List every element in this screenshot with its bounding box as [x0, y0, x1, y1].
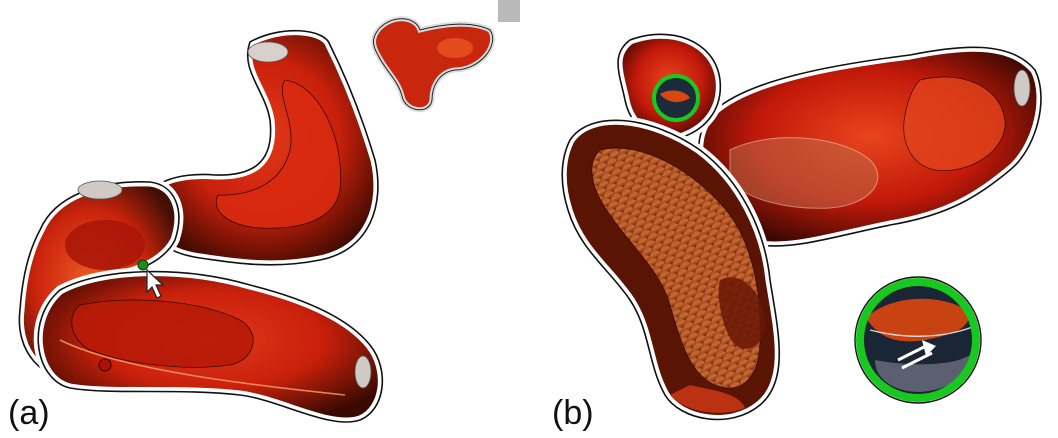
panel-b: (b): [530, 0, 1058, 438]
tube-lower-arm: [33, 267, 387, 427]
tube-upper-arm: [143, 26, 383, 270]
arrow-icon: [897, 340, 936, 370]
inset-thumbnail: [371, 16, 495, 113]
panel-b-render: [557, 29, 1046, 424]
highlight-circle-small: [652, 74, 700, 122]
mouse-cursor-icon: [146, 268, 165, 299]
panel-a: (a): [8, 0, 520, 432]
tube-front: [557, 115, 784, 424]
panel-a-render: [18, 16, 495, 427]
panel-a-label: (a): [8, 394, 50, 432]
panel-b-label: (b): [552, 394, 594, 432]
magnifier-lens: [854, 276, 982, 404]
green-marker: [137, 259, 149, 271]
gray-square: [498, 0, 520, 22]
